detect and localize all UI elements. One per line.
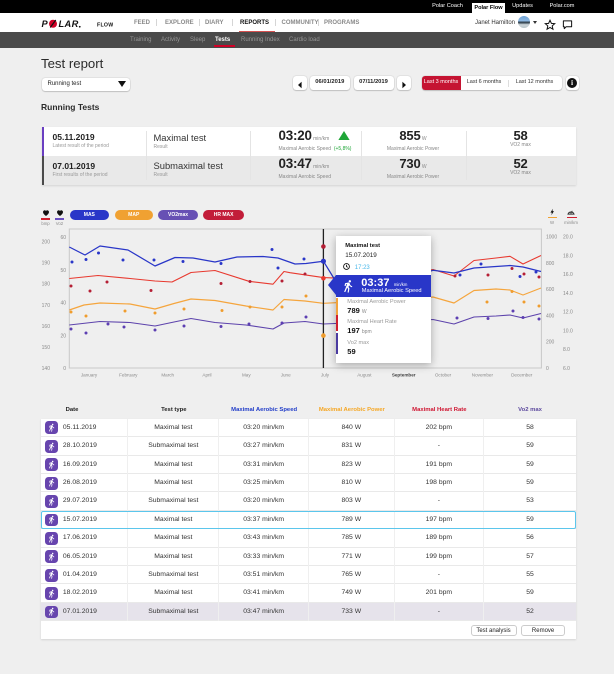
svg-text:FLOW: FLOW (97, 22, 113, 28)
svg-text:180: 180 (42, 282, 51, 288)
svg-text:January: January (81, 373, 98, 378)
svg-text:LAR: LAR (59, 19, 79, 29)
svg-text:0: 0 (63, 366, 66, 372)
svg-text:16.0: 16.0 (563, 272, 573, 278)
svg-text:140: 140 (42, 366, 51, 372)
svg-text:400: 400 (546, 313, 555, 319)
svg-text:8.0: 8.0 (563, 347, 570, 353)
svg-text:June: June (281, 373, 291, 378)
svg-text:10.0: 10.0 (563, 329, 573, 335)
svg-text:20: 20 (60, 333, 66, 339)
svg-text:6.0: 6.0 (563, 366, 570, 372)
svg-text:160: 160 (42, 324, 51, 330)
svg-text:P: P (42, 19, 49, 29)
svg-text:February: February (119, 373, 138, 378)
svg-text:150: 150 (42, 345, 51, 351)
svg-text:50: 50 (60, 268, 66, 274)
svg-text:July: July (321, 373, 330, 378)
svg-text:August: August (357, 373, 372, 378)
svg-text:170: 170 (42, 303, 51, 309)
svg-text:October: October (435, 373, 452, 378)
svg-text:September: September (392, 373, 416, 378)
svg-text:April: April (202, 373, 211, 378)
svg-text:November: November (472, 373, 494, 378)
svg-text:May: May (242, 373, 251, 378)
svg-text:1000: 1000 (546, 235, 557, 241)
svg-text:December: December (511, 373, 533, 378)
svg-text:0: 0 (546, 366, 549, 372)
svg-text:18.0: 18.0 (563, 253, 573, 259)
svg-text:40: 40 (60, 301, 66, 307)
svg-text:60: 60 (60, 235, 66, 241)
svg-text:20.0: 20.0 (563, 235, 573, 241)
svg-text:190: 190 (42, 261, 51, 267)
svg-text:800: 800 (546, 261, 555, 267)
svg-text:March: March (161, 373, 174, 378)
svg-text:600: 600 (546, 287, 555, 293)
svg-text:14.0: 14.0 (563, 291, 573, 297)
svg-text:12.0: 12.0 (563, 310, 573, 316)
svg-text:200: 200 (546, 340, 555, 346)
svg-text:200: 200 (42, 240, 51, 246)
